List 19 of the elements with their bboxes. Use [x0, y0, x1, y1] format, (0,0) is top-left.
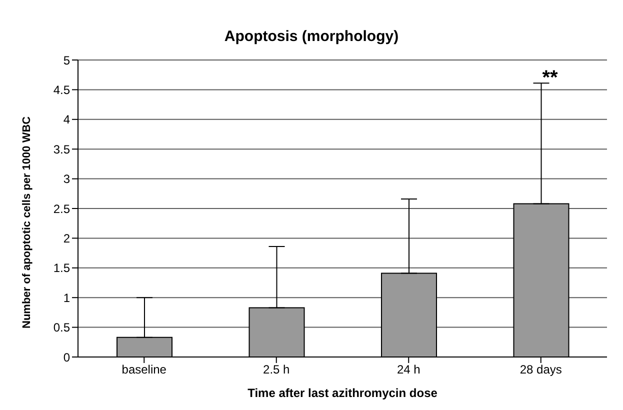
- y-axis-title: Number of apoptotic cells per 1000 WBC: [20, 116, 33, 328]
- y-tick-label: 1: [63, 290, 70, 305]
- y-tick-label: 3.5: [53, 142, 70, 156]
- chart-title: Apoptosis (morphology): [223, 27, 400, 47]
- x-axis-title: Time after last azithromycin dose: [248, 386, 438, 400]
- y-tick-label: 0.5: [53, 320, 70, 335]
- x-tick-label: 28 days: [520, 362, 562, 377]
- y-tick-label: 5: [63, 53, 70, 68]
- y-tick-label: 2: [63, 231, 70, 246]
- y-tick-label: 0: [63, 350, 70, 364]
- y-tick-label: 4.5: [53, 82, 70, 97]
- x-tick-label: 2.5 h: [263, 362, 290, 377]
- y-tick-label: 2.5: [53, 202, 70, 216]
- y-tick-label: 3: [63, 172, 70, 186]
- x-tick-label: baseline: [122, 362, 167, 377]
- annotation: **: [542, 67, 558, 89]
- y-tick-label: 1.5: [53, 261, 70, 276]
- y-tick-label: 4: [63, 112, 70, 127]
- x-tick-label: 24 h: [396, 362, 420, 377]
